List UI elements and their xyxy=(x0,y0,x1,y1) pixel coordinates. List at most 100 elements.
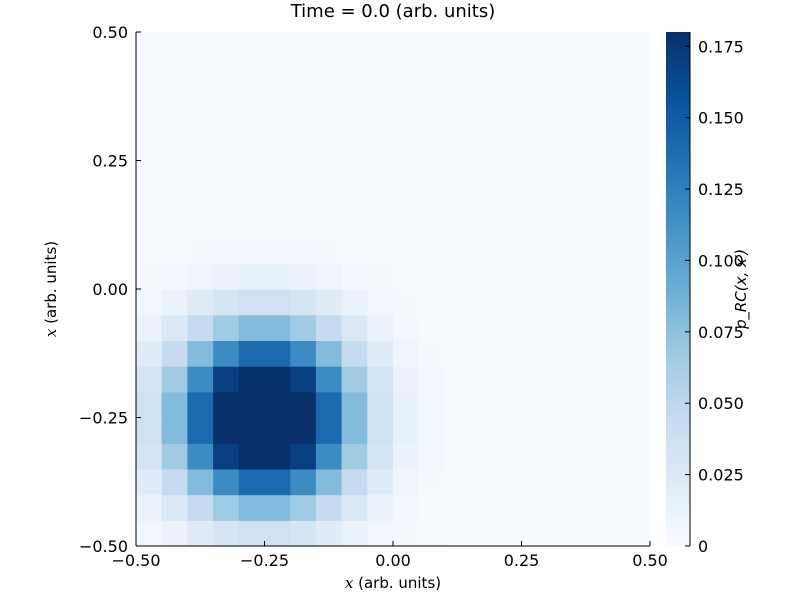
heatmap-cell xyxy=(470,417,497,444)
heatmap-cell xyxy=(136,32,163,59)
heatmap-cell xyxy=(624,57,651,84)
heatmap-cell xyxy=(444,186,471,213)
y-tick-label: 0.50 xyxy=(92,23,128,42)
heatmap-cell xyxy=(393,289,420,316)
heatmap-cell xyxy=(238,263,266,290)
heatmap-cell xyxy=(495,134,523,162)
heatmap-cell xyxy=(290,289,317,316)
heatmap-cell xyxy=(213,32,240,59)
heatmap-cell xyxy=(264,83,291,110)
heatmap-cell xyxy=(315,314,343,341)
heatmap-cell xyxy=(547,314,574,341)
heatmap-cell xyxy=(521,391,548,419)
heatmap-cell xyxy=(136,340,163,367)
heatmap-cell xyxy=(624,520,651,547)
heatmap-cell xyxy=(572,186,600,213)
heatmap-cell xyxy=(187,109,214,136)
heatmap-cell xyxy=(495,443,523,470)
heatmap-cell xyxy=(290,417,317,444)
heatmap-cell xyxy=(136,263,163,290)
heatmap-cell xyxy=(341,366,368,393)
heatmap-cell xyxy=(470,314,497,341)
heatmap-cell xyxy=(238,57,266,84)
heatmap-cell xyxy=(418,520,445,547)
heatmap-cell xyxy=(264,340,291,367)
colorbar-tick-label: 0.075 xyxy=(698,323,744,342)
heatmap-cell xyxy=(393,83,420,110)
heatmap-cell xyxy=(418,134,445,162)
heatmap-cell xyxy=(187,417,214,444)
heatmap-cell xyxy=(213,83,240,110)
heatmap-cell xyxy=(495,366,523,393)
heatmap-cell xyxy=(547,494,574,521)
heatmap-cell xyxy=(290,520,317,547)
heatmap-cell xyxy=(598,160,625,187)
heatmap-cell xyxy=(470,340,497,367)
heatmap-cell xyxy=(264,134,291,162)
heatmap-cell xyxy=(572,32,600,59)
heatmap-cell xyxy=(547,186,574,213)
heatmap-cell xyxy=(418,263,445,290)
heatmap-cell xyxy=(213,391,240,419)
heatmap-cell xyxy=(264,186,291,213)
colorbar-tick-label: 0.050 xyxy=(698,394,744,413)
heatmap-cell xyxy=(187,160,214,187)
heatmap-cell xyxy=(213,263,240,290)
heatmap-cell xyxy=(367,109,394,136)
heatmap-cell xyxy=(161,32,188,59)
heatmap-cell xyxy=(444,417,471,444)
heatmap-cell xyxy=(444,134,471,162)
heatmap-cell xyxy=(315,57,343,84)
heatmap-cell xyxy=(418,417,445,444)
heatmap-cell xyxy=(393,160,420,187)
heatmap-cell xyxy=(136,83,163,110)
heatmap-cell xyxy=(161,186,188,213)
heatmap-cell xyxy=(187,468,214,496)
heatmap-cell xyxy=(547,391,574,419)
heatmap-cell xyxy=(367,83,394,110)
heatmap-cell xyxy=(444,520,471,547)
heatmap-cell xyxy=(367,468,394,496)
heatmap-cell xyxy=(393,57,420,84)
heatmap-cell xyxy=(521,186,548,213)
heatmap-cell xyxy=(547,160,574,187)
heatmap-cell xyxy=(624,263,651,290)
heatmap-cell xyxy=(521,417,548,444)
heatmap-cell xyxy=(393,391,420,419)
heatmap-cell xyxy=(572,417,600,444)
heatmap-cell xyxy=(572,57,600,84)
heatmap-cell xyxy=(367,494,394,521)
heatmap-cell xyxy=(238,520,266,547)
heatmap-cell xyxy=(521,109,548,136)
heatmap-cell xyxy=(213,494,240,521)
heatmap-cell xyxy=(444,32,471,59)
heatmap-cell xyxy=(341,340,368,367)
heatmap-cell xyxy=(187,366,214,393)
heatmap-cell xyxy=(367,391,394,419)
heatmap-cell xyxy=(598,314,625,341)
heatmap-cell xyxy=(238,494,266,521)
heatmap-cell xyxy=(444,57,471,84)
heatmap-cell xyxy=(136,314,163,341)
heatmap-cell xyxy=(264,109,291,136)
heatmap-cell xyxy=(495,520,523,547)
heatmap-cell xyxy=(290,57,317,84)
heatmap-cell xyxy=(187,443,214,470)
x-tick-label: −0.25 xyxy=(240,551,289,570)
heatmap-cell xyxy=(572,109,600,136)
heatmap-cell xyxy=(470,32,497,59)
heatmap-cell xyxy=(470,186,497,213)
heatmap-cell xyxy=(495,57,523,84)
heatmap-cell xyxy=(444,83,471,110)
heatmap-cell xyxy=(161,494,188,521)
heatmap-cell xyxy=(572,520,600,547)
heatmap-cell xyxy=(393,340,420,367)
heatmap-cell xyxy=(547,520,574,547)
heatmap-cell xyxy=(367,211,394,239)
heatmap-cell xyxy=(238,366,266,393)
heatmap-cell xyxy=(393,314,420,341)
heatmap-cell xyxy=(315,494,343,521)
heatmap-cell xyxy=(187,391,214,419)
heatmap-cell xyxy=(624,443,651,470)
